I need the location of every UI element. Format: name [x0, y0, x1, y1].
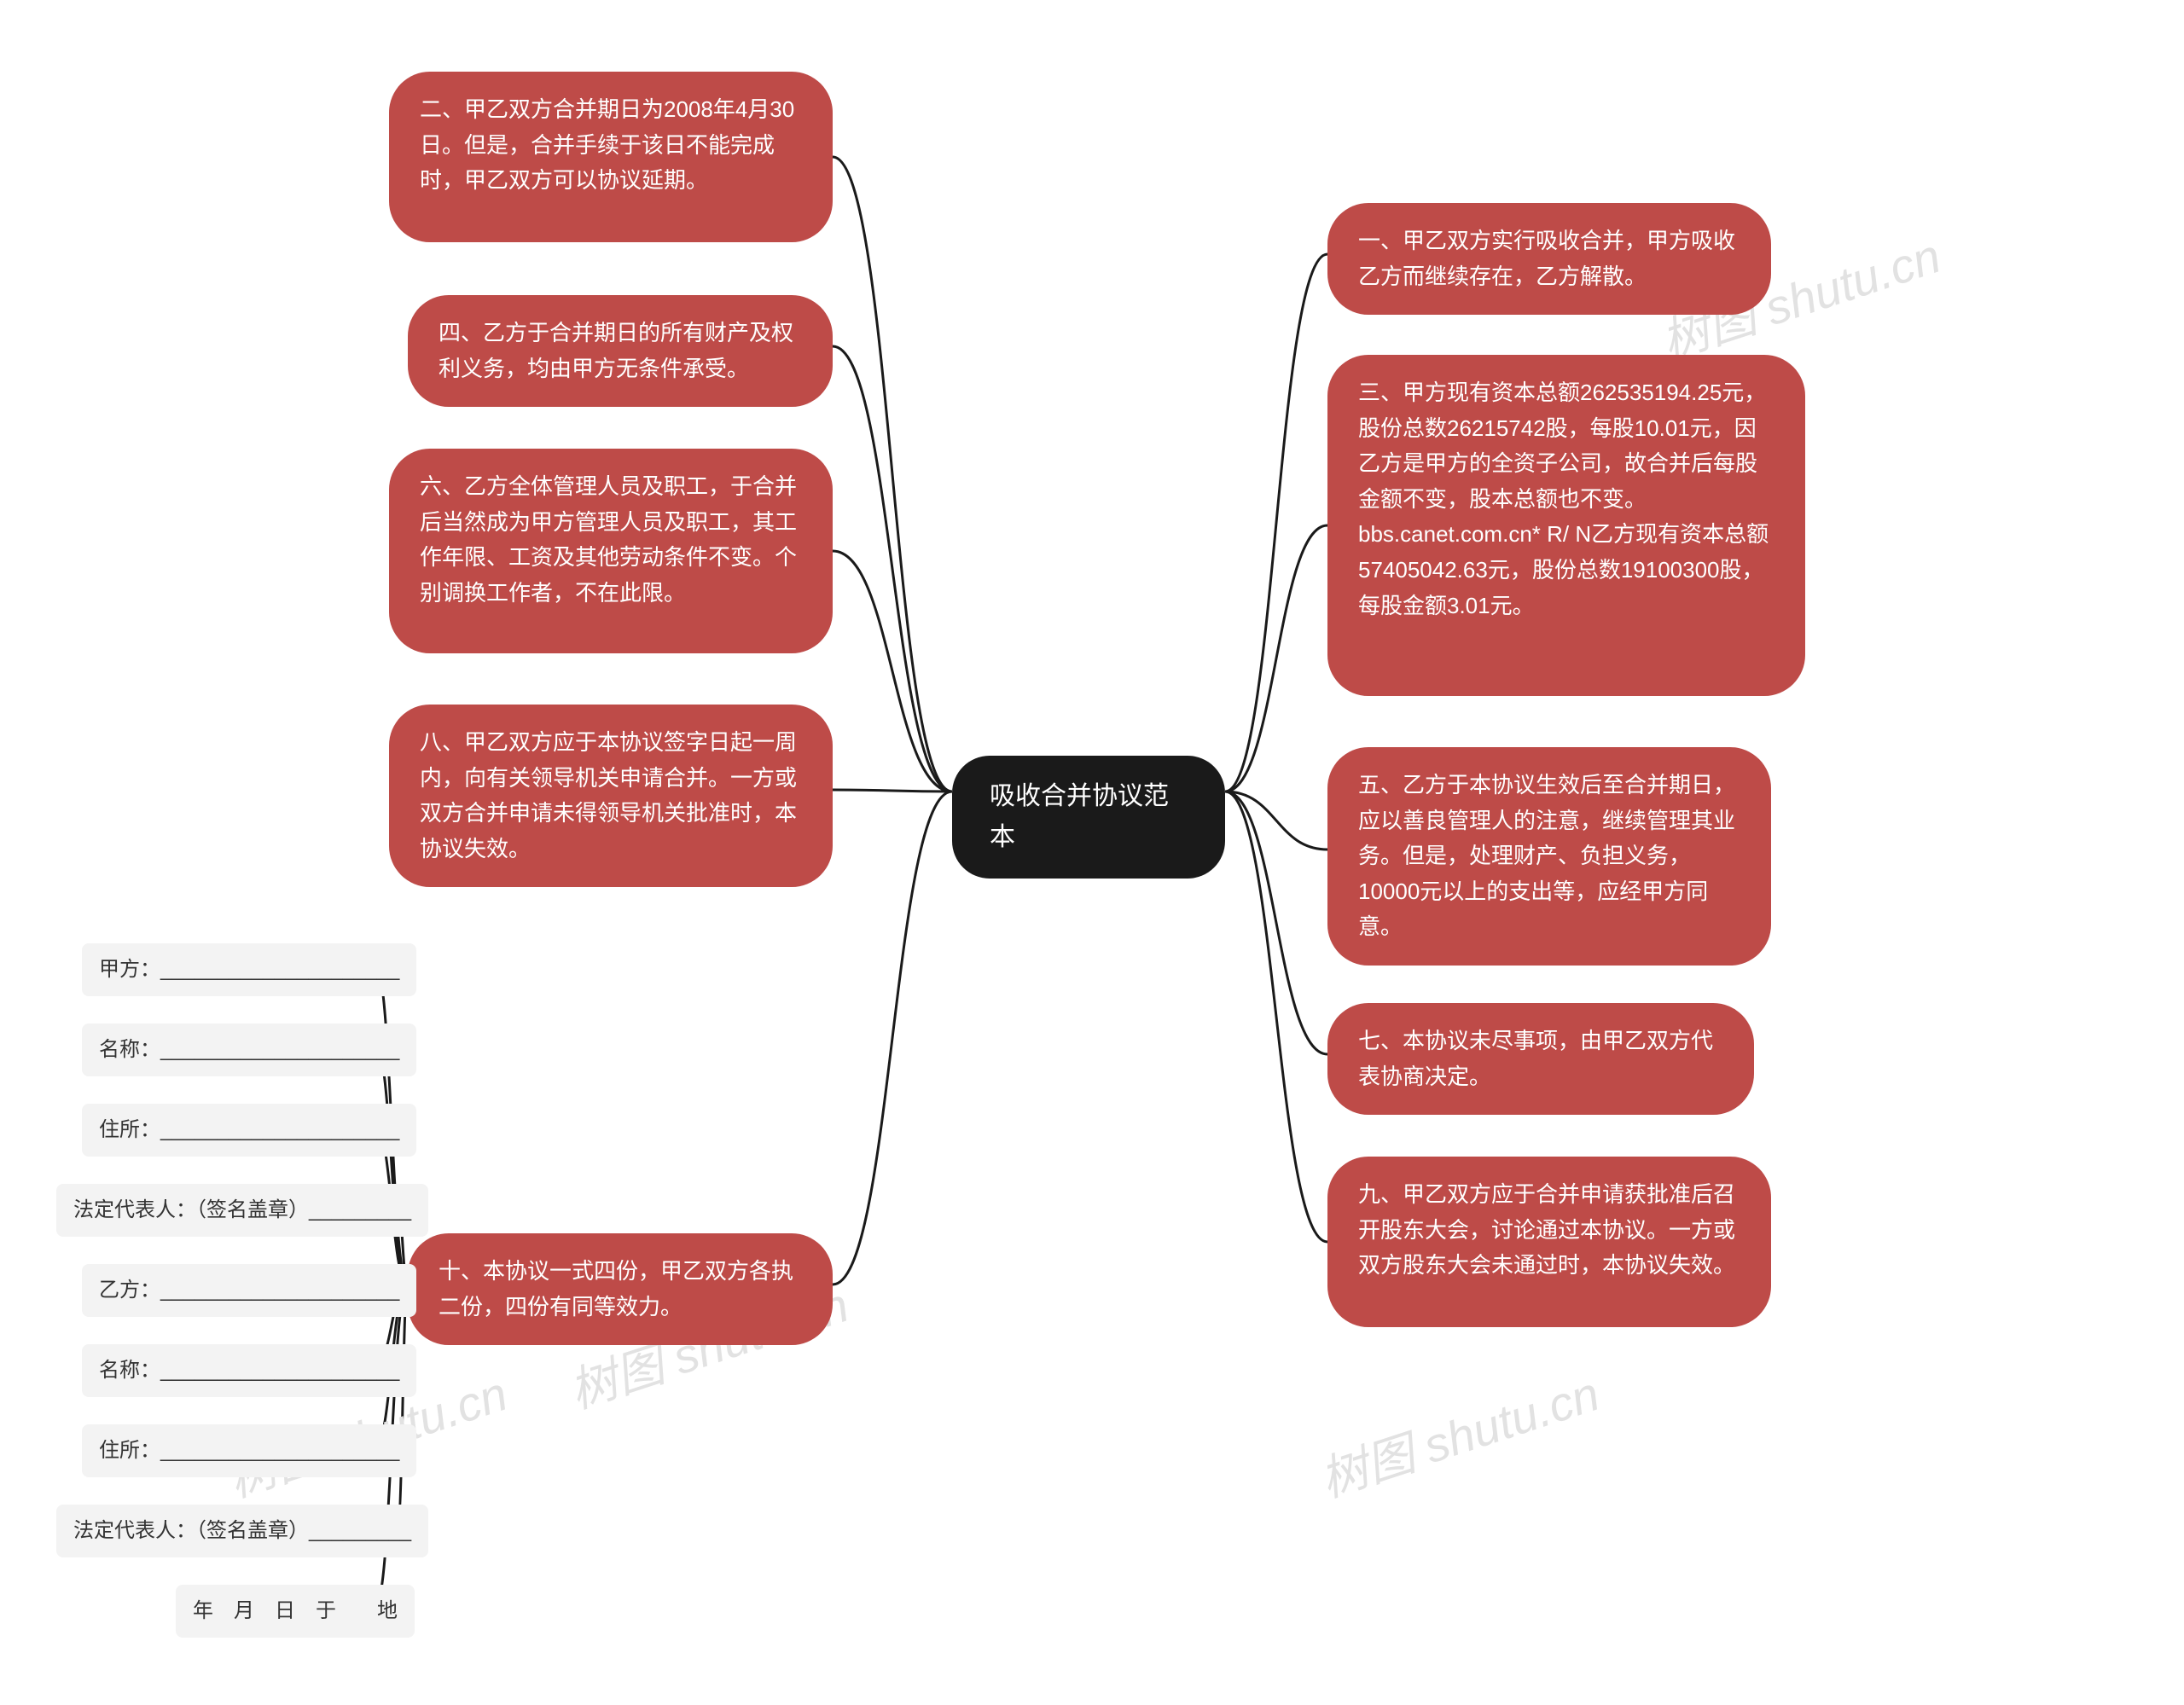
leaf-label: 甲方：_____________________ [99, 958, 399, 981]
node-label: 二、甲乙双方合并期日为2008年4月30日。但是，合并手续于该日不能完成时，甲乙… [420, 96, 794, 193]
mindmap-canvas: 树图 shutu.cn树图 shutu.cn树图 shutu.cn树图 shut… [0, 0, 2184, 1705]
leaf-label: 名称：_____________________ [99, 1038, 399, 1061]
left-node-l8[interactable]: 八、甲乙双方应于本协议签字日起一周内，向有关领导机关申请合并。一方或双方合并申请… [389, 705, 833, 887]
center-node-label: 吸收合并协议范本 [990, 782, 1169, 851]
node-label: 一、甲乙双方实行吸收合并，甲方吸收乙方而继续存在，乙方解散。 [1358, 228, 1735, 289]
left-node-l2[interactable]: 二、甲乙双方合并期日为2008年4月30日。但是，合并手续于该日不能完成时，甲乙… [389, 72, 833, 242]
leaf-label: 年 月 日 于 地 [193, 1599, 398, 1622]
right-node-r7[interactable]: 七、本协议未尽事项，由甲乙双方代表协商决定。 [1327, 1003, 1754, 1115]
center-node[interactable]: 吸收合并协议范本 [952, 756, 1225, 879]
node-label: 三、甲方现有资本总额262535194.25元，股份总数26215742股，每股… [1358, 380, 1769, 618]
leaf-lf5[interactable]: 乙方：_____________________ [82, 1264, 416, 1317]
leaf-label: 法定代表人：（签名盖章）_________ [73, 1519, 411, 1542]
node-label: 五、乙方于本协议生效后至合并期日，应以善良管理人的注意，继续管理其业务。但是，处… [1358, 772, 1735, 939]
node-label: 四、乙方于合并期日的所有财产及权利义务，均由甲方无条件承受。 [439, 320, 793, 381]
node-label: 八、甲乙双方应于本协议签字日起一周内，向有关领导机关申请合并。一方或双方合并申请… [420, 729, 797, 861]
leaf-label: 住所：_____________________ [99, 1118, 399, 1141]
leaf-lf1[interactable]: 甲方：_____________________ [82, 943, 416, 996]
leaf-label: 法定代表人：（签名盖章）_________ [73, 1198, 411, 1221]
leaf-label: 名称：_____________________ [99, 1359, 399, 1382]
leaf-lf7[interactable]: 住所：_____________________ [82, 1424, 416, 1477]
right-node-r3[interactable]: 三、甲方现有资本总额262535194.25元，股份总数26215742股，每股… [1327, 355, 1805, 696]
left-node-l10[interactable]: 十、本协议一式四份，甲乙双方各执二份，四份有同等效力。 [408, 1233, 833, 1345]
node-label: 六、乙方全体管理人员及职工，于合并后当然成为甲方管理人员及职工，其工作年限、工资… [420, 473, 797, 606]
left-node-l6[interactable]: 六、乙方全体管理人员及职工，于合并后当然成为甲方管理人员及职工，其工作年限、工资… [389, 449, 833, 653]
watermark: 树图 shutu.cn [1310, 1356, 1607, 1511]
leaf-lf6[interactable]: 名称：_____________________ [82, 1344, 416, 1397]
leaf-lf9[interactable]: 年 月 日 于 地 [176, 1585, 415, 1638]
leaf-label: 乙方：_____________________ [99, 1279, 399, 1302]
right-node-r1[interactable]: 一、甲乙双方实行吸收合并，甲方吸收乙方而继续存在，乙方解散。 [1327, 203, 1771, 315]
leaf-lf4[interactable]: 法定代表人：（签名盖章）_________ [56, 1184, 428, 1237]
leaf-lf2[interactable]: 名称：_____________________ [82, 1024, 416, 1076]
node-label: 九、甲乙双方应于合并申请获批准后召开股东大会，讨论通过本协议。一方或双方股东大会… [1358, 1181, 1735, 1278]
left-node-l4[interactable]: 四、乙方于合并期日的所有财产及权利义务，均由甲方无条件承受。 [408, 295, 833, 407]
leaf-lf3[interactable]: 住所：_____________________ [82, 1104, 416, 1157]
leaf-lf8[interactable]: 法定代表人：（签名盖章）_________ [56, 1505, 428, 1557]
right-node-r9[interactable]: 九、甲乙双方应于合并申请获批准后召开股东大会，讨论通过本协议。一方或双方股东大会… [1327, 1157, 1771, 1327]
node-label: 七、本协议未尽事项，由甲乙双方代表协商决定。 [1358, 1028, 1713, 1089]
right-node-r5[interactable]: 五、乙方于本协议生效后至合并期日，应以善良管理人的注意，继续管理其业务。但是，处… [1327, 747, 1771, 966]
node-label: 十、本协议一式四份，甲乙双方各执二份，四份有同等效力。 [439, 1258, 793, 1319]
leaf-label: 住所：_____________________ [99, 1439, 399, 1462]
